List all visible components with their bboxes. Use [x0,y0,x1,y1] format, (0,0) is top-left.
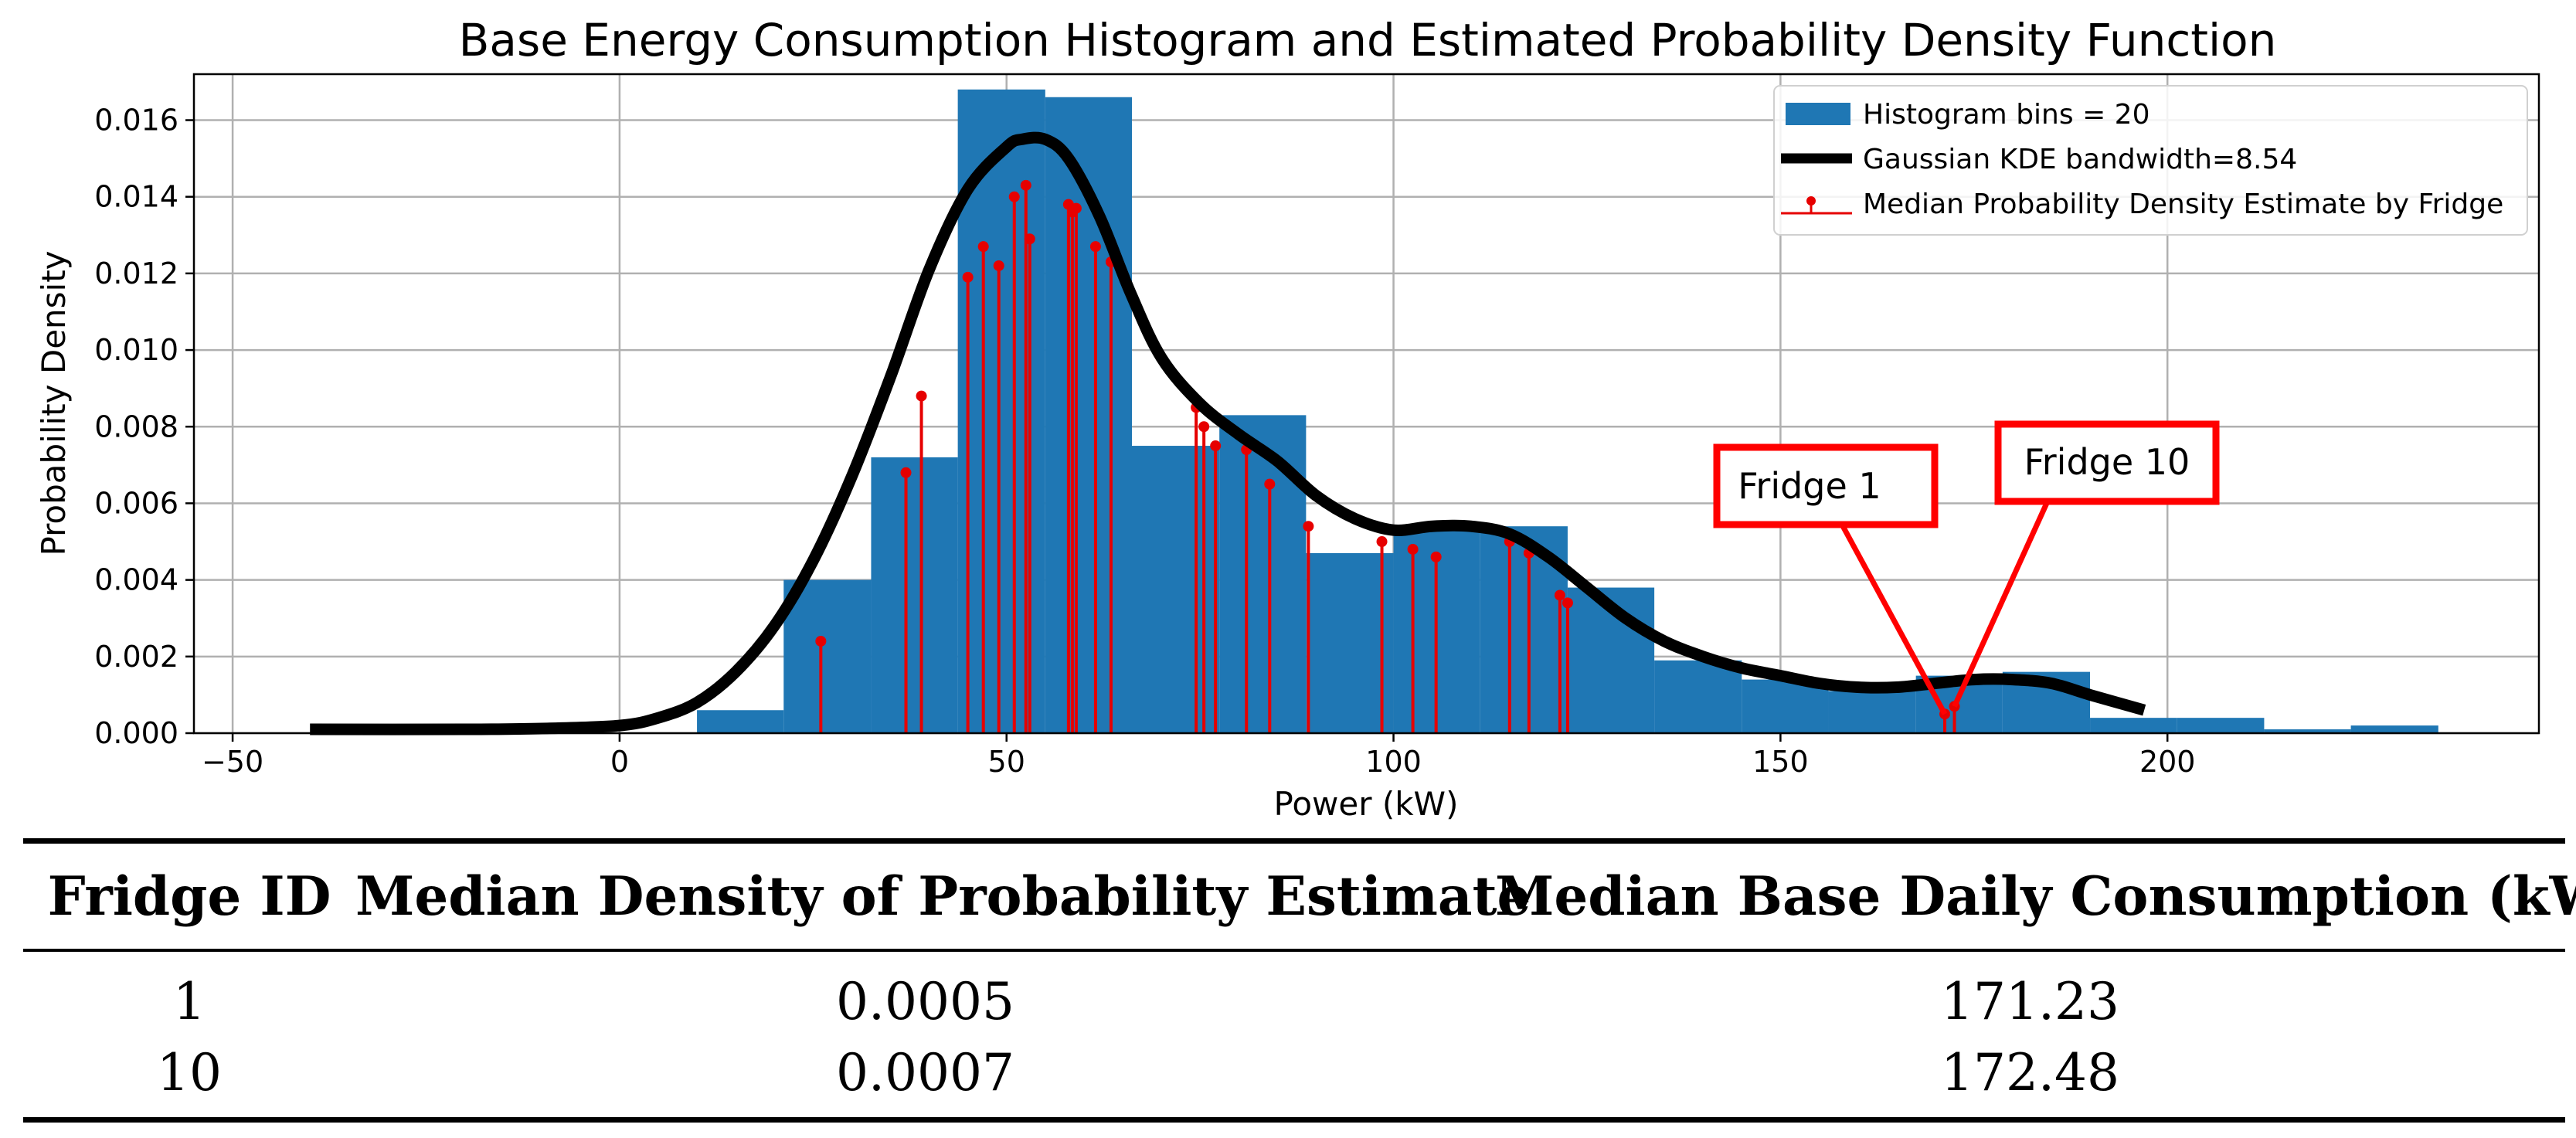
table-row: 1 0.0005 171.23 [23,950,2565,1037]
histogram-bar [871,457,958,733]
fridge-stem-marker [1210,440,1222,452]
callout-fridge-10: Fridge 10 [1952,420,2220,708]
callout-fridge-10-pointer [1952,500,2051,708]
histogram-bar [1132,446,1220,733]
cell-consumption: 172.48 [1495,1037,2565,1123]
histogram-bar [1306,552,1394,733]
cell-density: 0.0007 [355,1037,1495,1123]
plot-frame [192,73,2540,735]
header-fridge-id: Fridge ID [23,838,355,952]
axis-ticks: −50 0 50 100 150 200 0.000 0.002 0.004 0.006 0.008… [94,104,2195,779]
table-header-row: Fridge ID Median Density of Probability … [23,838,2576,952]
chart-title: Base Energy Consumption Histogram and Es… [459,14,2277,66]
y-tick-label: 0.000 [94,716,178,750]
callout-fridge-1-label: Fridge 1 [1738,465,1881,507]
callout-fridge-1-pointer [1839,523,1948,715]
y-tick-label: 0.010 [94,333,178,367]
legend-frame [1773,85,2528,236]
fridge-stem-marker [1303,521,1314,532]
histogram-bars [697,89,2438,734]
fridge-stem-marker [1070,202,1082,214]
fridge-stem-marker [1264,478,1276,490]
histogram-bar [1219,415,1307,733]
fridge-stem-marker [1554,589,1565,601]
fridge-stem-marker [815,635,827,647]
callout-fridge-1-box [1713,443,1939,528]
x-tick-label: 100 [1365,745,1422,779]
fridge-stem-marker [1089,241,1101,253]
callout-fridge-10-label: Fridge 10 [2024,441,2190,483]
fridge-stem-marker [977,241,989,253]
y-tick-label: 0.008 [94,409,178,443]
fridge-stem-marker [1407,543,1419,555]
histogram-bar [783,579,872,733]
fridge-stem-marker [1020,179,1031,191]
fridge-stem-marker [1430,551,1442,562]
callout-fridge-10-box [1994,420,2220,505]
legend-label-kde: Gaussian KDE bandwidth=8.54 [1863,144,2297,175]
fridge-stem-marker [900,467,912,478]
kde-series-line [310,131,2146,735]
fridge-stem-marker [1376,536,1388,548]
fridge-stem-marker [1008,191,1020,202]
legend-label-histogram: Histogram bins = 20 [1863,99,2149,131]
y-tick-label: 0.016 [94,104,178,138]
histogram-bar [1742,679,1829,733]
y-tick-label: 0.006 [94,486,178,520]
fridge-stem-marker [916,390,927,402]
histogram-bar [697,710,784,733]
x-axis-label: Power (kW) [1274,785,1459,823]
cell-density: 0.0005 [836,971,1014,1031]
x-tick-label: 50 [988,745,1025,779]
histogram-bar [2350,725,2438,733]
x-tick-label: −50 [202,745,263,779]
legend-label-stems: Median Probability Density Estimate by F… [1863,189,2503,220]
cell-consumption: 171.23 [1941,971,2119,1031]
fridge-stem-marker [1562,597,1573,609]
histogram-bar [2090,718,2177,733]
fridge-stem-marker [993,260,1004,271]
y-axis-label: Probability Density [35,250,73,555]
histogram-bar [1828,691,1916,733]
y-tick-label: 0.014 [94,180,178,214]
cell-fridge-id: 1 [173,971,206,1031]
header-median-density: Median Density of Probability Estimate [355,838,1531,952]
histogram-bar [2264,729,2351,733]
legend-bars-swatch [1786,103,1850,125]
x-tick-label: 0 [610,745,629,779]
x-tick-label: 200 [2139,745,2196,779]
y-tick-label: 0.004 [94,563,178,597]
histogram-bar [1654,660,1742,733]
header-median-consumption: Median Base Daily Consumption (kW) [1495,838,2576,952]
fridge-stem-marker [1198,421,1210,433]
x-tick-label: 150 [1752,745,1809,779]
legend-stem-swatch [1781,196,1852,215]
histogram-bar [2177,718,2265,733]
fridge-stem-marker [1024,233,1035,245]
fridge-stem-marker [962,271,974,283]
summary-table: Fridge ID Median Density of Probability … [23,838,2576,1123]
fridge-stems [815,179,1960,733]
y-tick-label: 0.002 [94,640,178,674]
legend: Histogram bins = 20 Gaussian KDE bandwid… [1773,85,2528,236]
y-tick-label: 0.012 [94,256,178,290]
chart: Base Energy Consumption Histogram and Es… [35,14,2540,823]
table-row: 10 0.0007 172.48 [23,1037,2565,1123]
callout-fridge-1: Fridge 1 [1713,443,1948,715]
cell-fridge-id: 10 [23,1037,355,1123]
